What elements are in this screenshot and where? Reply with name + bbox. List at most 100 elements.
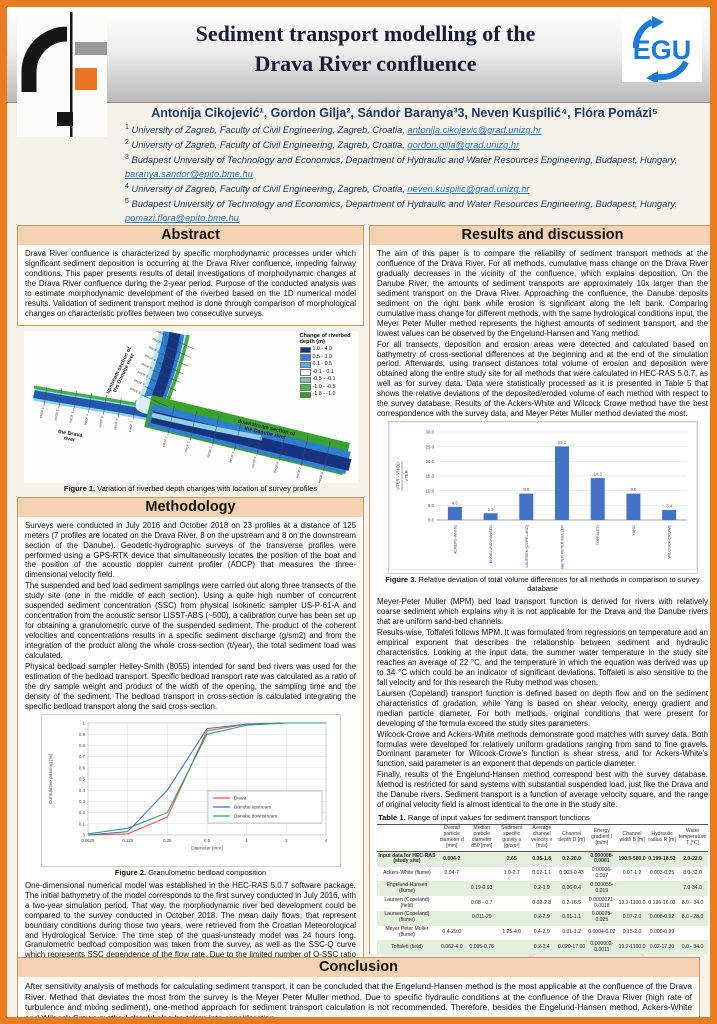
conclusion-paragraph: After sensitivity analysis of methods fo… [25, 981, 692, 1023]
svg-text:PROF 1: PROF 1 [155, 331, 167, 337]
svg-text:0.25: 0.25 [163, 838, 172, 843]
table-row: Engelund-Hansen (flume) 0.19-0.93 0.2-1.9 0… [377, 881, 708, 897]
affiliation-number: 4 [125, 183, 129, 191]
table-column-header: Average channel velocity v [m/s] [526, 824, 557, 853]
svg-text:0.7: 0.7 [79, 754, 86, 759]
svg-text:VTER - VMOD: VTER - VMOD [395, 462, 400, 489]
table-cell: 0.0 - 34.0 [681, 943, 704, 950]
title-line-1: Sediment transport modelling of the [195, 21, 536, 46]
map-legend: Change of riverbed depth (m) 1.0 - 4.0 0.… [296, 330, 354, 401]
svg-text:PROF 3: PROF 3 [148, 345, 160, 353]
svg-text:PROF 5: PROF 5 [140, 362, 152, 370]
figure2-caption-text: Granulometric bedload composition [146, 867, 267, 877]
affiliation-item: 2 University of Zagreb, Faculty of Civil… [125, 138, 691, 153]
svg-text:Danube upstream: Danube upstream [234, 804, 271, 809]
svg-text:2: 2 [285, 838, 288, 843]
affiliation-number: 5 [125, 198, 129, 206]
svg-text:Diameter [mm]: Diameter [mm] [191, 845, 222, 851]
table-row: Meyer Peter Muller (flume) 0.4-29.0 1.25-4… [377, 926, 708, 941]
table-cell [467, 867, 497, 882]
legend-swatch [299, 369, 311, 376]
table-cell: 0.199-18.52 [648, 855, 676, 862]
table-cell: 0.07-2.0 [622, 914, 642, 921]
methodology-heading: Methodology [18, 497, 363, 517]
table-cell: 0.00006-0.037 [591, 867, 612, 880]
conclusion-wrap: Conclusion After sensitivity analysis of… [17, 957, 700, 1023]
svg-text:PROF 7: PROF 7 [128, 420, 134, 432]
table-cell: 8.0 - 34.0 [681, 899, 704, 906]
table-cell: 0.095-0.76 [469, 943, 494, 950]
methodology-paragraph: Physical bedload sampler Helley-Smith (8… [25, 662, 356, 711]
right-column: Results and discussion The aim of this p… [369, 225, 710, 954]
table-header-row: Overall particle diameter d [mm] Median p… [377, 824, 708, 853]
table-cell: 0.4-2.9 [533, 928, 550, 935]
email-link[interactable]: pomazi.flora@epito.bme.hu [125, 213, 239, 224]
table-column-header: Water temperature T [°C] [677, 824, 708, 853]
table-cell: 190.0-580.0 [618, 855, 646, 862]
figure2-block: 0 0.1 0.2 0.3 0.4 0.5 0.6 0.7 0.8 0.9 1 0.0625 0.125… [25, 713, 356, 877]
email-link[interactable]: gordon.gilja@grad.unizg.hr [407, 140, 520, 151]
table-row: Laursen (Copeland) (flume) 0.011-29 0.2-2.… [377, 910, 708, 926]
svg-text:Drava: Drava [234, 795, 247, 800]
figure3-caption: Figure 3. Relative deviation of total vo… [377, 575, 708, 593]
legend-item: -0.5 - -0.1 [299, 376, 351, 384]
email-link[interactable]: neven.kuspilic@grad.unizg.hr [407, 184, 530, 195]
svg-text:1: 1 [245, 838, 248, 843]
table-cell: 0.02-17.30 [649, 943, 675, 950]
email-link[interactable]: baranya.sandor@epito.bme.hu [125, 169, 253, 180]
svg-text:0.4: 0.4 [79, 788, 86, 793]
table-cell [437, 881, 467, 896]
figure1-caption-label: Figure 1. [63, 483, 96, 493]
svg-text:4: 4 [324, 838, 327, 843]
table-row-label: Input data for HEC-RAS (study site) [378, 852, 436, 865]
table-cell: 0.02-1.1 [532, 870, 552, 877]
legend-swatch [299, 346, 311, 354]
table-cell: 0.06-0.4 [562, 884, 581, 891]
legend-swatch [299, 361, 311, 369]
svg-text:PROF 3: PROF 3 [68, 411, 74, 423]
svg-text:15.0: 15.0 [425, 474, 434, 479]
email-link[interactable]: antonija.cikojevic@grad.unizg.hr [407, 125, 542, 136]
svg-text:PROF 7: PROF 7 [295, 466, 301, 478]
figure1-block: PROF 1 PROF 2 PROF 3 PROF 4 PROF 5 PROF 6 PROF… [17, 329, 364, 493]
results-paragraph: Results-wise, Toffaleti follows MPM. It … [377, 628, 708, 687]
svg-text:0.0: 0.0 [428, 518, 435, 523]
title-line-2: Drava River confluence [254, 50, 477, 76]
legend-label: -0.5 - -0.1 [312, 376, 336, 383]
table-cell [497, 881, 527, 896]
table-cell: 0.35-1.8 [532, 855, 552, 862]
svg-text:PROF 1: PROF 1 [162, 435, 168, 447]
table-cell: 0.011-29 [471, 914, 492, 921]
affiliation-number: 2 [125, 139, 129, 147]
results-body: The aim of this paper is to compare the … [370, 245, 710, 954]
svg-text:14.3: 14.3 [593, 472, 602, 477]
table-cell [467, 852, 497, 867]
methodology-paragraph: Surveys were conducted in July 2016 and … [25, 520, 356, 580]
svg-text:30.0: 30.0 [425, 430, 434, 435]
table-cell: 1.25-4.0 [502, 928, 522, 935]
table-row-label: Ackers-White (flume) [383, 870, 431, 877]
svg-text:LAURSEN (COPELAND): LAURSEN (COPELAND) [524, 524, 528, 567]
table-cell [467, 926, 497, 941]
legend-label: -1.8 - -1.0 [312, 391, 336, 398]
svg-text:25.0: 25.0 [425, 444, 434, 449]
svg-text:PROF 4: PROF 4 [228, 451, 234, 463]
legend-label: -1.0 - -0.5 [312, 383, 336, 390]
header-band [7, 7, 710, 103]
svg-text:PROF 5: PROF 5 [98, 416, 104, 428]
results-paragraph: Laursen (Copeland) transport function is… [377, 688, 708, 728]
methodology-body: Surveys were conducted in July 2016 and … [18, 517, 363, 977]
svg-text:PROF 1: PROF 1 [39, 406, 45, 418]
table-row-label: Toffaleti (field) [391, 943, 423, 950]
figure2-chart: 0 0.1 0.2 0.3 0.4 0.5 0.6 0.7 0.8 0.9 1 0.0625 0.125… [40, 713, 341, 867]
legend-swatch [299, 376, 311, 384]
affiliations-list: 1 University of Zagreb, Faculty of Civil… [125, 123, 691, 226]
svg-text:TOFFALETI: TOFFALETI [596, 525, 600, 545]
results-heading: Results and discussion [370, 226, 710, 245]
legend-item: 0.1 - 0.5 [299, 361, 351, 369]
legend-label: 0.1 - 0.5 [312, 361, 332, 368]
methodology-paragraph: The suspended and bed load sediment samp… [25, 581, 356, 661]
table-column-header: Median particle diameter d50 [mm] [466, 824, 497, 853]
svg-text:9.0: 9.0 [630, 487, 637, 492]
table-column-header: Channel depth D [m] [556, 824, 587, 853]
